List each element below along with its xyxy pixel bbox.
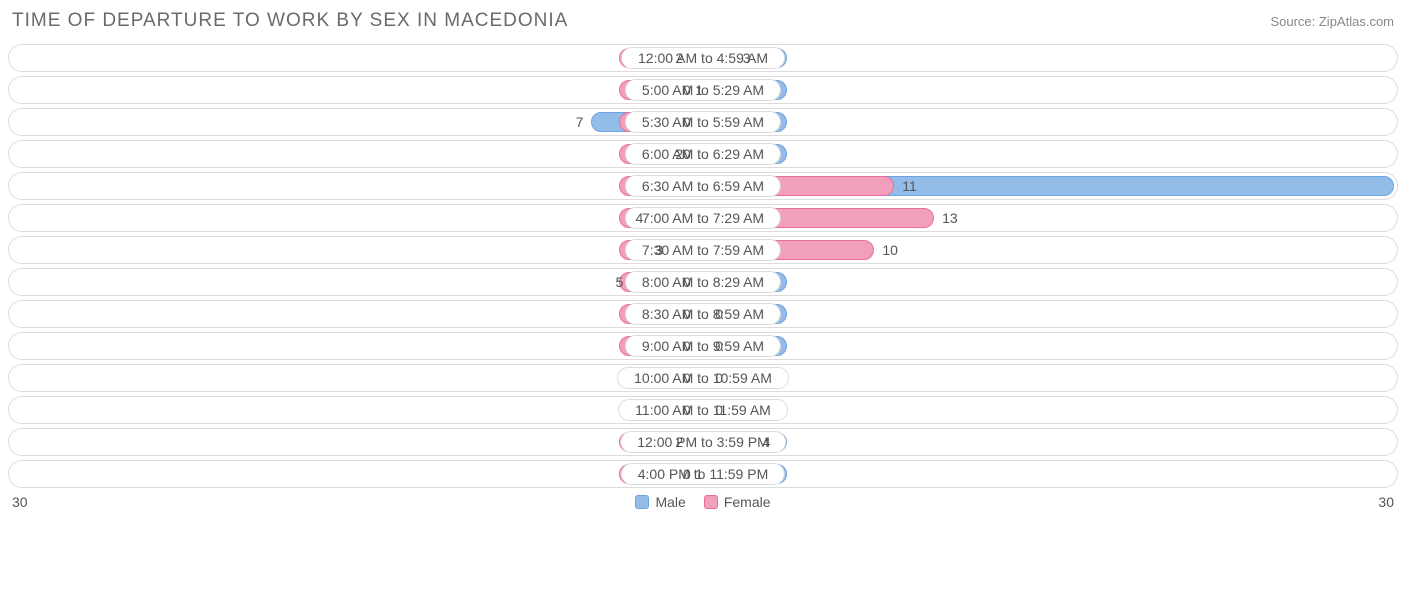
chart-row: 5:30 AM to 5:59 AM 7 0 xyxy=(8,108,1398,136)
legend-label-male: Male xyxy=(655,494,685,510)
female-value-label: 4 xyxy=(763,434,771,450)
chart-row: 7:00 AM to 7:29 AM4 13 xyxy=(8,204,1398,232)
legend-item-male: Male xyxy=(635,494,685,510)
male-swatch-icon xyxy=(635,495,649,509)
female-value-label: 0 xyxy=(683,82,691,98)
chart-container: TIME OF DEPARTURE TO WORK BY SEX IN MACE… xyxy=(0,0,1406,516)
row-category-label: 6:30 AM to 6:59 AM xyxy=(625,175,781,197)
male-value-label: 4 xyxy=(635,210,643,226)
row-category-label: 8:00 AM to 8:29 AM xyxy=(625,271,781,293)
chart-footer: 30 Male Female 30 xyxy=(8,488,1398,510)
row-category-label: 7:30 AM to 7:59 AM xyxy=(625,239,781,261)
chart-row: 4:00 PM to 11:59 PM10 xyxy=(8,460,1398,488)
chart-row: 6:30 AM to 6:59 AM 30 11 xyxy=(8,172,1398,200)
chart-row: 11:00 AM to 11:59 AM00 xyxy=(8,396,1398,424)
chart-row: 9:00 AM to 9:59 AM00 xyxy=(8,332,1398,360)
chart-rows: 12:00 AM to 4:59 AM235:00 AM to 5:29 AM1… xyxy=(8,44,1398,488)
female-value-label: 0 xyxy=(683,306,691,322)
male-value-label: 2 xyxy=(675,50,683,66)
female-value-label: 0 xyxy=(683,338,691,354)
chart-row: 12:00 AM to 4:59 AM2 3 xyxy=(8,44,1398,72)
row-category-label: 11:00 AM to 11:59 AM xyxy=(618,399,788,421)
male-value-label: 5 xyxy=(616,274,624,290)
male-value-label: 30 xyxy=(21,178,37,194)
row-category-label: 10:00 AM to 10:59 AM xyxy=(617,367,789,389)
male-value-label: 1 xyxy=(695,466,703,482)
male-value-label: 0 xyxy=(715,402,723,418)
legend-item-female: Female xyxy=(704,494,771,510)
male-value-label: 1 xyxy=(695,82,703,98)
female-value-label: 13 xyxy=(942,210,958,226)
chart-title: TIME OF DEPARTURE TO WORK BY SEX IN MACE… xyxy=(12,10,568,32)
axis-max-right: 30 xyxy=(1378,494,1394,510)
female-value-label: 3 xyxy=(743,50,751,66)
row-category-label: 9:00 AM to 9:59 AM xyxy=(625,335,781,357)
female-value-label: 0 xyxy=(683,370,691,386)
axis-max-left: 30 xyxy=(12,494,28,510)
row-category-label: 12:00 PM to 3:59 PM xyxy=(620,431,786,453)
chart-row: 12:00 PM to 3:59 PM2 4 xyxy=(8,428,1398,456)
chart-legend: Male Female xyxy=(635,494,770,510)
female-value-label: 0 xyxy=(683,146,691,162)
male-value-label: 3 xyxy=(655,242,663,258)
chart-row: 8:00 AM to 8:29 AM5 0 xyxy=(8,268,1398,296)
male-value-label: 0 xyxy=(715,306,723,322)
row-category-label: 12:00 AM to 4:59 AM xyxy=(621,47,785,69)
row-category-label: 5:30 AM to 5:59 AM xyxy=(625,111,781,133)
chart-row: 10:00 AM to 10:59 AM00 xyxy=(8,364,1398,392)
female-value-label: 0 xyxy=(683,114,691,130)
chart-row: 5:00 AM to 5:29 AM10 xyxy=(8,76,1398,104)
female-value-label: 10 xyxy=(882,242,898,258)
row-category-label: 8:30 AM to 8:59 AM xyxy=(625,303,781,325)
chart-row: 7:30 AM to 7:59 AM3 10 xyxy=(8,236,1398,264)
male-value-label: 2 xyxy=(675,146,683,162)
chart-source: Source: ZipAtlas.com xyxy=(1270,14,1394,29)
male-value-label: 7 xyxy=(576,114,584,130)
female-value-label: 11 xyxy=(902,178,917,194)
chart-header: TIME OF DEPARTURE TO WORK BY SEX IN MACE… xyxy=(8,10,1398,44)
legend-label-female: Female xyxy=(724,494,771,510)
female-value-label: 0 xyxy=(683,402,691,418)
chart-row: 8:30 AM to 8:59 AM0 0 xyxy=(8,300,1398,328)
male-value-label: 0 xyxy=(715,338,723,354)
male-value-label: 0 xyxy=(715,370,723,386)
female-value-label: 0 xyxy=(683,274,691,290)
row-category-label: 6:00 AM to 6:29 AM xyxy=(625,143,781,165)
chart-row: 6:00 AM to 6:29 AM20 xyxy=(8,140,1398,168)
male-value-label: 2 xyxy=(675,434,683,450)
row-category-label: 7:00 AM to 7:29 AM xyxy=(625,207,781,229)
female-value-label: 0 xyxy=(683,466,691,482)
female-swatch-icon xyxy=(704,495,718,509)
